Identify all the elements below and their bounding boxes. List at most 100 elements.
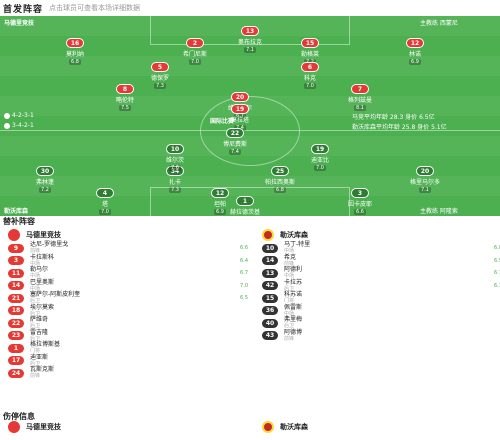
- player-rating: 7.4: [229, 149, 241, 155]
- player-rating: 7.0: [314, 165, 326, 171]
- sub-position: 后卫: [30, 360, 41, 367]
- sub-number: 42: [262, 281, 278, 291]
- player-name: 林诺: [408, 51, 421, 58]
- away-team-label: 勒沃库森: [4, 208, 29, 215]
- shirt-number: 7: [351, 84, 369, 94]
- home-player[interactable]: 13 奥布拉克 7.1: [220, 26, 280, 53]
- player-rating: 6.8: [274, 187, 286, 193]
- sub-name: 卡拉苏: [284, 278, 303, 286]
- away-player[interactable]: 22 博尼费斯 7.4: [205, 128, 265, 155]
- player-name: 维尔茨: [165, 157, 184, 164]
- shirt-number: 3: [351, 188, 369, 198]
- sub-position: 中场: [284, 248, 295, 255]
- shirt-number: 19: [231, 104, 249, 114]
- away-subs-team: 勒沃库森: [262, 228, 500, 242]
- sub-number: 17: [8, 356, 24, 366]
- sub-row[interactable]: 1 格拉博斯基 门将: [8, 342, 248, 355]
- home-player[interactable]: 8 略伦特 7.5: [95, 84, 155, 111]
- sub-name: 萨维奇: [30, 316, 49, 324]
- player-name: 塔: [101, 201, 108, 208]
- sub-number: 10: [262, 243, 278, 253]
- sub-row[interactable]: 24 瓦斯克斯 前锋: [8, 367, 248, 380]
- home-player[interactable]: 16 莫利纳 6.8: [45, 38, 105, 65]
- away-player[interactable]: 34 扎卡 7.3: [145, 166, 205, 193]
- player-name: 赫拉德茨基: [229, 209, 260, 216]
- sub-position: 后卫: [30, 335, 41, 342]
- home-injuries: 马德里竞技: [8, 421, 248, 433]
- player-name: 莫利纳: [65, 51, 84, 58]
- page-title: 首发阵容: [3, 4, 44, 15]
- sub-number: 43: [262, 331, 278, 341]
- away-crest-icon: [262, 229, 274, 241]
- sub-position: 前锋: [284, 260, 295, 267]
- sub-row[interactable]: 17 迪亚斯 后卫: [8, 354, 248, 368]
- sub-position: 前锋: [30, 373, 41, 380]
- sub-row[interactable]: 23 雷吉隆 后卫: [8, 328, 248, 343]
- shirt-number: 13: [241, 26, 259, 36]
- sub-row[interactable]: 3 卡拉斯科 中场 6.4: [8, 254, 248, 268]
- away-player[interactable]: 10 维尔茨 7.6: [145, 144, 205, 171]
- player-rating: 6.8: [69, 59, 81, 65]
- away-player[interactable]: 19 迪亚比 7.0: [290, 144, 350, 171]
- away-player[interactable]: 25 帕拉西奥斯 6.8: [250, 166, 310, 193]
- sub-name: 格拉博斯基: [30, 341, 61, 349]
- home-player[interactable]: 5 德保罗 7.3: [130, 62, 190, 89]
- sub-number: 9: [8, 243, 24, 253]
- injuries-title: 伤停信息: [3, 412, 35, 421]
- player-name: 帕拉西奥斯: [264, 179, 295, 186]
- sub-position: 门将: [284, 298, 295, 305]
- home-player[interactable]: 12 林诺 6.9: [385, 38, 445, 65]
- player-rating: 7.0: [304, 83, 316, 89]
- page-subtitle: 点击球员可查看本场详细数据: [49, 4, 141, 12]
- sub-position: 后卫: [30, 323, 41, 330]
- away-player[interactable]: 3 因卡皮耶 6.6: [330, 188, 390, 215]
- sub-row[interactable]: 21 塞萨尔-阿斯皮利奎 后卫 6.5: [8, 292, 248, 305]
- home-player[interactable]: 6 科克 7.0: [280, 62, 340, 89]
- shirt-number: 4: [96, 188, 114, 198]
- away-player[interactable]: 1赫拉德茨基6.8: [215, 196, 275, 216]
- player-name: 弗林蓬: [35, 179, 54, 186]
- sub-position: 后卫: [30, 298, 41, 305]
- sub-row[interactable]: 14 巴里奥斯 中场 7.0: [8, 279, 248, 293]
- away-player[interactable]: 30 弗林蓬 7.2: [15, 166, 75, 193]
- sub-row[interactable]: 36 佩雷斯 中场: [262, 303, 500, 318]
- away-player[interactable]: 12 坦帕 6.9: [190, 188, 250, 215]
- player-rating: 7.6: [169, 165, 181, 171]
- sub-row[interactable]: 43 阿德博 前锋: [262, 329, 500, 343]
- home-player[interactable]: 2 希门尼斯 7.0: [165, 38, 225, 65]
- sub-position: 中场: [30, 260, 41, 267]
- shirt-number: 16: [66, 38, 84, 48]
- away-manager: 主教练 阿隆索: [420, 208, 458, 215]
- sub-row[interactable]: 22 萨维奇 后卫: [8, 317, 248, 330]
- sub-rating: 6.8: [494, 245, 500, 252]
- sub-row[interactable]: 18 埃尔莫索 后卫: [8, 304, 248, 318]
- shirt-number: 6: [301, 62, 319, 72]
- home-player[interactable]: 19莫拉塔7.4: [210, 104, 270, 131]
- home-player[interactable]: 7 格列兹曼 8.1: [330, 84, 390, 111]
- sub-row[interactable]: 11 勒马尔 中场 6.7: [8, 267, 248, 280]
- sub-row[interactable]: 40 弗里梅 后卫: [262, 317, 500, 330]
- subs-header: 替补阵容: [0, 216, 500, 226]
- home-player[interactable]: 15勒格莱7.2: [280, 38, 340, 65]
- sub-rating: 6.6: [240, 245, 248, 252]
- home-crest-icon: [8, 229, 20, 241]
- player-rating: 6.9: [214, 209, 226, 215]
- sub-number: 36: [262, 306, 278, 316]
- center-circle: [200, 96, 300, 166]
- away-player[interactable]: 4 塔 7.0: [75, 188, 135, 215]
- away-player[interactable]: 20 格里马尔多 7.1: [395, 166, 455, 193]
- sub-name: 佩雷斯: [284, 303, 303, 311]
- sub-row[interactable]: 9 达尼-罗德里戈 前锋 6.6: [8, 242, 248, 255]
- home-subs-list: 马德里竞技 9 达尼-罗德里戈 前锋 6.6 3 卡拉斯科 中场 6.4 11 勒马尔 中场 6.7 1…: [8, 228, 248, 380]
- sub-position: 中场: [30, 285, 41, 292]
- sub-number: 15: [262, 293, 278, 303]
- player-name: 莫拉塔: [230, 117, 249, 124]
- sub-name: 雷吉隆: [30, 328, 49, 336]
- sub-row[interactable]: 15 科苏诺 门将: [262, 292, 500, 305]
- sub-rating: 6.5: [240, 295, 248, 302]
- away-formation: 3-4-2-1: [4, 122, 34, 129]
